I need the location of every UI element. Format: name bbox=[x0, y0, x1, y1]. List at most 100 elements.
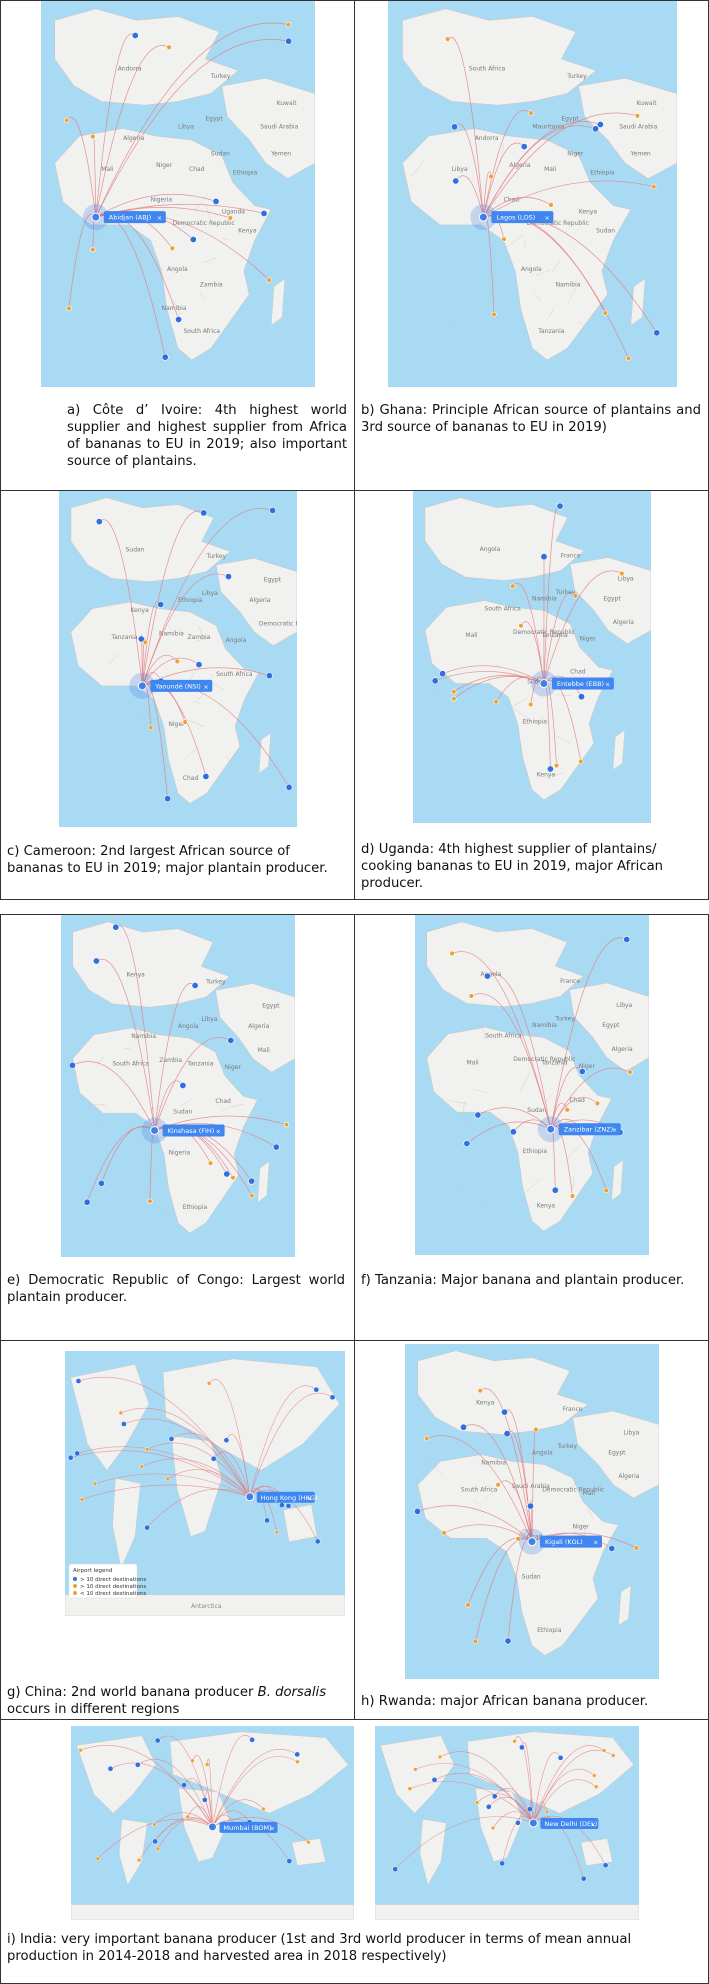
country-border bbox=[556, 694, 572, 697]
destination-airport-minor bbox=[136, 1857, 142, 1863]
country-label: Namibia bbox=[162, 305, 187, 312]
destination-airport-major bbox=[201, 1797, 208, 1803]
flight-route bbox=[95, 193, 217, 218]
destination-airport-minor bbox=[627, 1069, 633, 1075]
africa-landmass bbox=[424, 600, 614, 801]
map-panel-f: France Turkey Libya Egypt Algeria Niger Chad Su… bbox=[415, 915, 649, 1255]
destination-airport-major bbox=[74, 1450, 81, 1457]
country-label: Egypt bbox=[262, 1002, 280, 1009]
flight-route bbox=[533, 1768, 595, 1824]
destination-airport-major bbox=[272, 1143, 280, 1151]
caption-g-species: B. dorsalis bbox=[257, 1685, 327, 1700]
country-label: Democratic Republic bbox=[513, 1056, 575, 1063]
destination-airport-minor bbox=[488, 173, 494, 180]
flight-route bbox=[550, 937, 627, 1130]
country-label: Libya bbox=[202, 590, 218, 597]
destination-airport-major bbox=[485, 1803, 492, 1810]
country-label: Chad bbox=[183, 775, 199, 782]
destination-airport-minor bbox=[185, 1814, 191, 1820]
caption-g: g) China: 2nd world banana producer B. d… bbox=[7, 1684, 352, 1718]
legend-item: > 10 direct destinations bbox=[80, 1577, 146, 1583]
country-label: Algeria bbox=[249, 597, 270, 604]
flight-route bbox=[72, 1061, 155, 1131]
madagascar-landmass bbox=[258, 732, 272, 774]
destination-airport-minor bbox=[424, 1435, 430, 1442]
country-border bbox=[430, 682, 447, 699]
origin-airport bbox=[528, 1818, 538, 1828]
flight-route bbox=[146, 1488, 250, 1528]
country-label: Kenya bbox=[130, 607, 149, 614]
country-border bbox=[485, 1490, 494, 1500]
flight-route bbox=[154, 1037, 231, 1131]
destination-airport-minor bbox=[495, 1482, 501, 1488]
airport-pill-f: Zanzibar (ZNZ)× bbox=[558, 1123, 621, 1136]
country-label: Saudi Arabia bbox=[619, 123, 657, 130]
panel-b: Turkey Egypt Kuwait Saudi Arabia Yemen Ethiop… bbox=[354, 0, 709, 491]
country-border bbox=[146, 244, 151, 251]
country-label: Zambia bbox=[159, 1057, 182, 1064]
destination-airport-major bbox=[112, 923, 120, 931]
country-border bbox=[447, 1100, 468, 1105]
country-label: Andorra bbox=[475, 135, 499, 142]
eurasia-landmass bbox=[162, 1358, 340, 1471]
airport-legend: Airport legend > 10 direct destinations> … bbox=[68, 1563, 146, 1599]
destination-airport-minor bbox=[249, 1193, 255, 1199]
close-icon: × bbox=[590, 1821, 595, 1829]
country-label: Namibia bbox=[131, 1033, 156, 1040]
caption-e: e) Democratic Republic of Congo: Largest… bbox=[7, 1273, 345, 1305]
europe-landmass bbox=[402, 8, 597, 106]
flight-route bbox=[479, 1388, 533, 1542]
north-america-landmass bbox=[70, 1364, 150, 1471]
country-border bbox=[74, 1156, 92, 1164]
country-border bbox=[473, 1499, 479, 1505]
country-border bbox=[457, 749, 466, 754]
destination-airport-major bbox=[227, 1037, 235, 1045]
country-label: South Africa bbox=[485, 1032, 522, 1039]
country-label: Namibia bbox=[532, 1022, 557, 1029]
australia-landmass bbox=[283, 1504, 318, 1543]
flight-route bbox=[78, 1377, 251, 1497]
country-label: Ethiopia bbox=[537, 1627, 562, 1634]
flight-route bbox=[80, 1745, 213, 1828]
destination-airport-major bbox=[596, 121, 604, 129]
country-label: Turkey bbox=[205, 978, 226, 985]
country-label: Niger bbox=[580, 635, 597, 642]
country-label: Sudan bbox=[211, 150, 230, 157]
panel-e: Turkey Libya Egypt Algeria Mali Niger Chad Suda… bbox=[0, 914, 355, 1341]
destination-airport-minor bbox=[472, 1638, 479, 1645]
country-border bbox=[83, 201, 99, 219]
flight-route bbox=[483, 112, 638, 218]
country-border bbox=[473, 1088, 487, 1094]
destination-airport-major bbox=[83, 1198, 91, 1206]
destination-airport-minor bbox=[515, 1536, 521, 1542]
close-icon: × bbox=[307, 1494, 312, 1502]
europe-landmass bbox=[70, 497, 231, 583]
country-label: Egypt bbox=[205, 116, 223, 123]
destination-airport-minor bbox=[441, 1530, 447, 1536]
airport-legend-title: Airport legend bbox=[73, 1568, 112, 1574]
origin-airport bbox=[91, 212, 101, 222]
destination-airport-major bbox=[285, 1503, 292, 1509]
destination-airport-major bbox=[264, 1517, 270, 1524]
country-label: Angola bbox=[532, 1450, 553, 1457]
destination-airport-major bbox=[134, 1761, 141, 1768]
country-border bbox=[510, 698, 528, 708]
map-panel-e: Turkey Libya Egypt Algeria Mali Niger Chad Suda… bbox=[61, 915, 295, 1257]
country-border bbox=[96, 231, 108, 237]
country-label: Turkey bbox=[206, 553, 227, 560]
flight-route bbox=[154, 983, 196, 1131]
destination-airport-major bbox=[474, 1111, 482, 1119]
destination-airport-minor bbox=[544, 1809, 550, 1815]
destination-airport-major bbox=[602, 1862, 609, 1869]
destination-airport-minor bbox=[527, 701, 534, 708]
country-label: Kuwait bbox=[637, 100, 658, 107]
destination-airport-major bbox=[551, 1186, 559, 1194]
destination-airport-minor bbox=[166, 44, 172, 51]
map-a-svg: Turkey Egypt Kuwait Saudi Arabia Yemen Ethiop… bbox=[41, 1, 315, 387]
country-border bbox=[566, 1144, 582, 1160]
flight-route bbox=[550, 1067, 631, 1130]
country-label: Zambia bbox=[188, 634, 211, 641]
destination-airport-major bbox=[414, 1507, 422, 1515]
destination-airport-minor bbox=[92, 1481, 98, 1487]
flight-route bbox=[488, 1797, 534, 1824]
